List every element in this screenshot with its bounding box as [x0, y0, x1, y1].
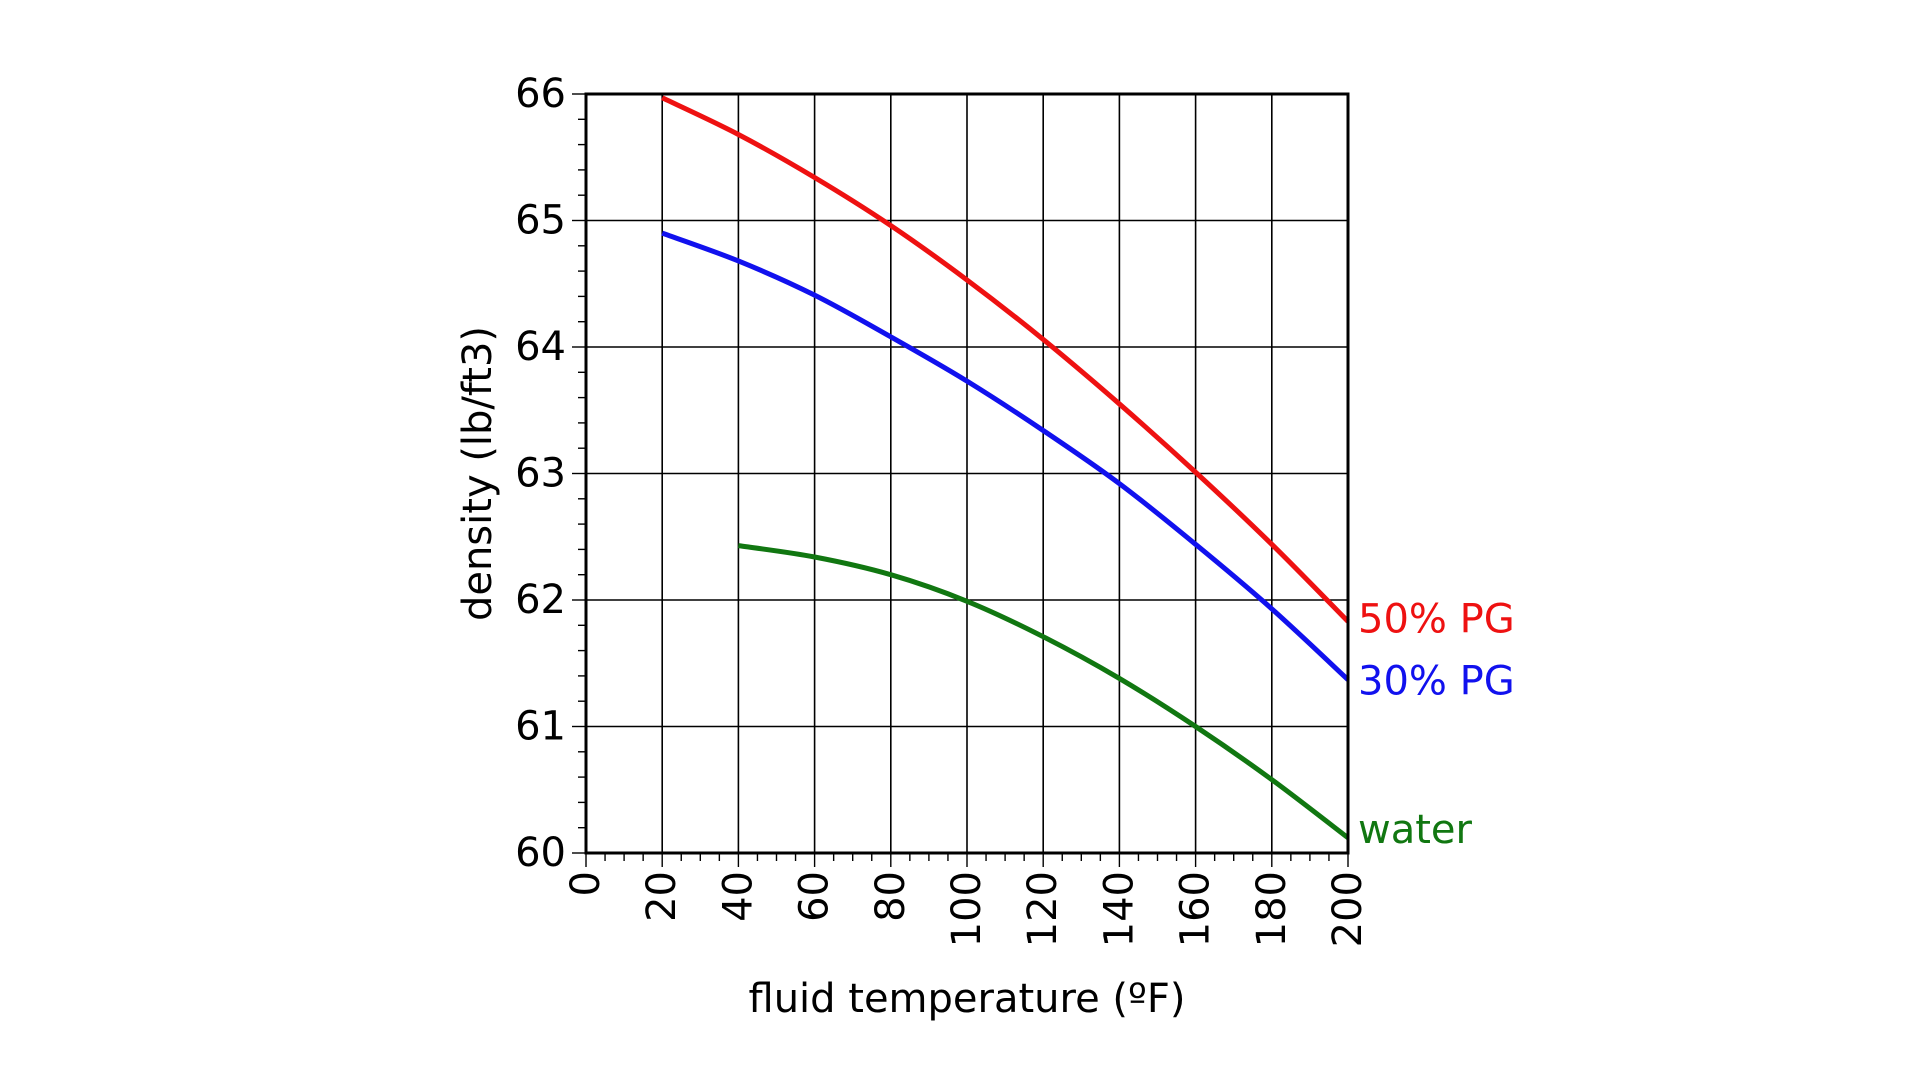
y-tick-label-64: 64 [515, 324, 566, 370]
series-label-50-pg: 50% PG [1358, 597, 1515, 643]
series-label-water: water [1358, 807, 1473, 853]
x-tick-label-20: 20 [639, 871, 685, 922]
y-tick-label-63: 63 [515, 451, 566, 497]
series-label-30-pg: 30% PG [1358, 659, 1515, 705]
x-tick-label-180: 180 [1249, 871, 1295, 947]
y-tick-label-61: 61 [515, 704, 566, 750]
x-tick-label-160: 160 [1173, 871, 1219, 947]
x-tick-label-60: 60 [792, 871, 838, 922]
x-tick-labels: 0 20 40 60 80 100 120 140 160 180 200 [563, 871, 1371, 947]
x-tick-label-100: 100 [944, 871, 990, 947]
y-tick-label-62: 62 [515, 577, 566, 623]
x-tick-label-120: 120 [1020, 871, 1066, 947]
plot-frame [584, 92, 1350, 855]
x-tick-label-200: 200 [1325, 871, 1371, 947]
y-tick-labels: 60 61 62 63 64 65 66 [515, 71, 566, 876]
y-tick-label-65: 65 [515, 198, 566, 244]
series-line-30-pg [661, 230, 1350, 682]
x-tick-label-0: 0 [563, 871, 609, 896]
grid-lines [585, 93, 1349, 854]
series-labels: 50% PG 30% PG water [1358, 597, 1515, 853]
x-axis-title: fluid temperature (ºF) [749, 976, 1186, 1022]
minor-ticks [572, 93, 1349, 867]
y-tick-label-66: 66 [515, 71, 566, 117]
series-line-water [738, 543, 1350, 840]
x-tick-label-40: 40 [715, 871, 761, 922]
x-tick-label-80: 80 [868, 871, 914, 922]
series-lines [661, 95, 1350, 840]
y-tick-label-60: 60 [515, 830, 566, 876]
series-line-50-pg [661, 95, 1350, 624]
x-tick-label-140: 140 [1096, 871, 1142, 947]
y-axis-title: density (lb/ft3) [455, 326, 501, 621]
